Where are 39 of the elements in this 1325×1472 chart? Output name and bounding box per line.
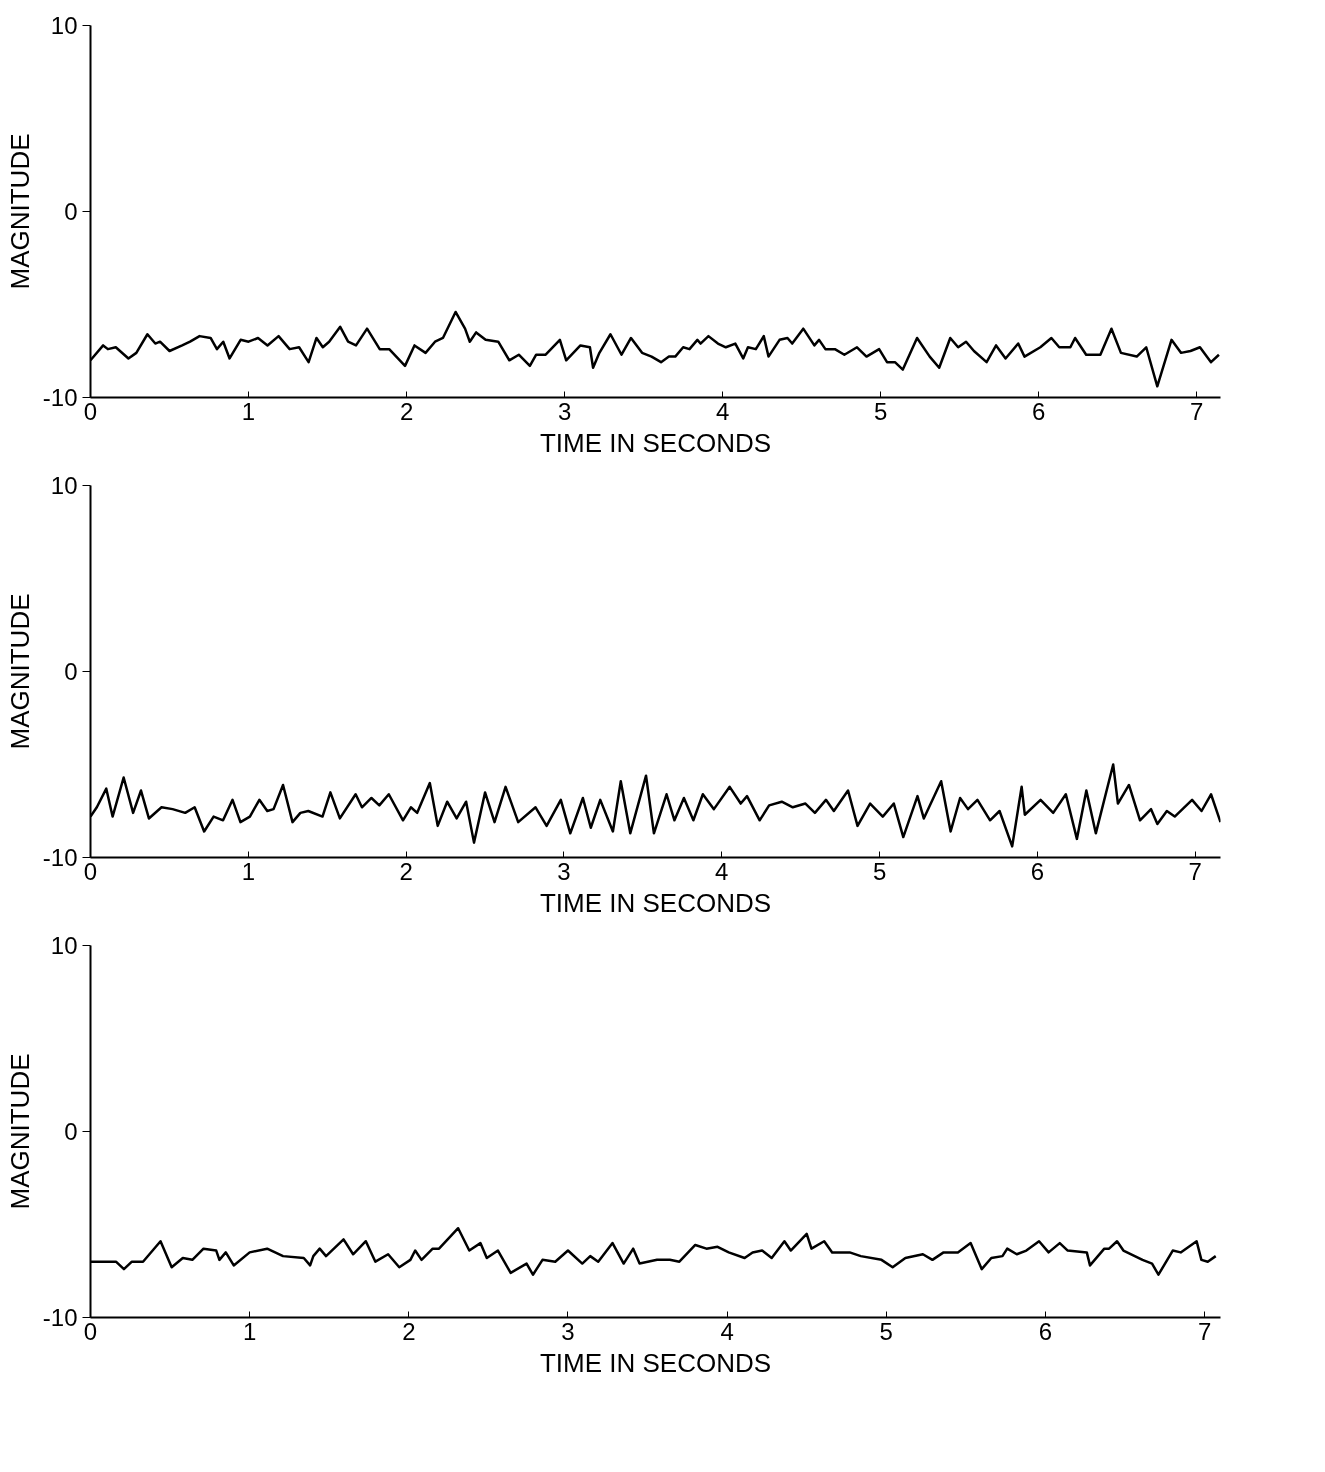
x-tick-label: 7 [1197, 1317, 1212, 1345]
x-tick-label: 5 [879, 1317, 893, 1345]
x-tick-label: 2 [399, 857, 413, 885]
y-tick-label: 10 [50, 12, 78, 39]
x-tick-label: 3 [561, 1317, 575, 1345]
y-tick-label: 10 [50, 932, 78, 959]
y-axis-title: MAGNITUDE [4, 593, 35, 750]
y-tick-label: 0 [64, 198, 78, 225]
y-tick-label: 0 [64, 1118, 78, 1145]
y-tick-label: -10 [42, 844, 78, 871]
x-tick-label: 3 [557, 857, 571, 885]
y-tick-label: 0 [64, 658, 78, 685]
x-axis-title: TIME IN SECONDS [539, 1347, 772, 1378]
x-tick-label: 7 [1188, 857, 1202, 885]
x-tick-label: 1 [241, 397, 256, 425]
x-tick-label: 4 [720, 1317, 734, 1345]
y-tick-label: 10 [50, 472, 78, 499]
x-tick-label: 7 [1190, 397, 1204, 425]
x-tick-label: 0 [83, 857, 98, 885]
x-tick-label: 6 [1032, 397, 1046, 425]
x-tick-label: 4 [715, 857, 729, 885]
x-tick-label: 3 [557, 397, 572, 425]
y-axis-title: MAGNITUDE [4, 1053, 35, 1210]
x-axis-title: TIME IN SECONDS [539, 427, 772, 458]
x-tick-label: 4 [715, 397, 730, 425]
x-tick-label: 6 [1030, 857, 1045, 885]
x-tick-label: 1 [241, 857, 256, 885]
x-axis-title: TIME IN SECONDS [539, 887, 772, 918]
x-tick-label: 1 [242, 1317, 257, 1345]
y-tick-label: -10 [42, 384, 78, 411]
x-tick-label: 5 [872, 857, 887, 885]
y-tick-label: -10 [42, 1304, 78, 1331]
x-tick-label: 5 [874, 397, 888, 425]
y-axis-title: MAGNITUDE [4, 133, 35, 290]
x-tick-label: 0 [83, 1317, 98, 1345]
x-tick-label: 2 [402, 1317, 416, 1345]
x-tick-label: 0 [83, 397, 98, 425]
x-tick-label: 6 [1038, 1317, 1053, 1345]
x-tick-label: 2 [399, 397, 414, 425]
